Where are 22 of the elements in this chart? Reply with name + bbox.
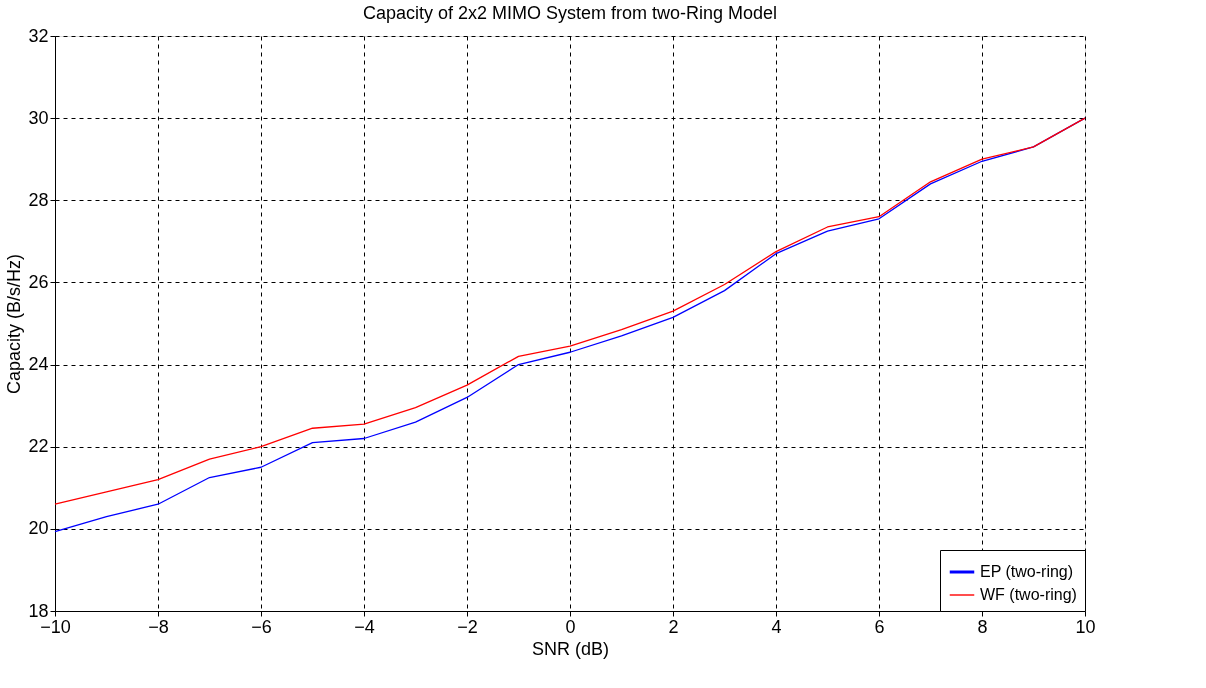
x-tick-label: 4: [771, 616, 782, 637]
x-tick-label: −6: [251, 616, 272, 637]
y-tick-label: 28: [28, 189, 49, 210]
x-tick-label: 10: [1075, 616, 1096, 637]
y-tick-label: 22: [28, 436, 49, 457]
y-tick-label: 26: [28, 271, 49, 292]
x-tick-label: −2: [457, 616, 478, 637]
x-tick-label: −8: [148, 616, 169, 637]
legend-label: EP (two-ring): [980, 563, 1074, 580]
x-tick-label: 2: [668, 616, 679, 637]
x-tick-label: 0: [565, 616, 576, 637]
y-axis-title: Capacity (B/s/Hz): [4, 253, 25, 395]
chart-title: Capacity of 2x2 MIMO System from two-Ring Model: [362, 3, 778, 23]
y-tick-label: 32: [28, 25, 49, 46]
y-tick-label: 24: [28, 354, 49, 375]
x-tick-label: 6: [874, 616, 885, 637]
x-axis-title: SNR (dB): [531, 638, 610, 659]
y-tick-label: 30: [28, 107, 49, 128]
x-tick-label: −4: [354, 616, 375, 637]
y-tick-label: 20: [28, 518, 49, 539]
x-tick-label: 8: [977, 616, 988, 637]
legend-label: WF (two-ring): [980, 586, 1077, 603]
